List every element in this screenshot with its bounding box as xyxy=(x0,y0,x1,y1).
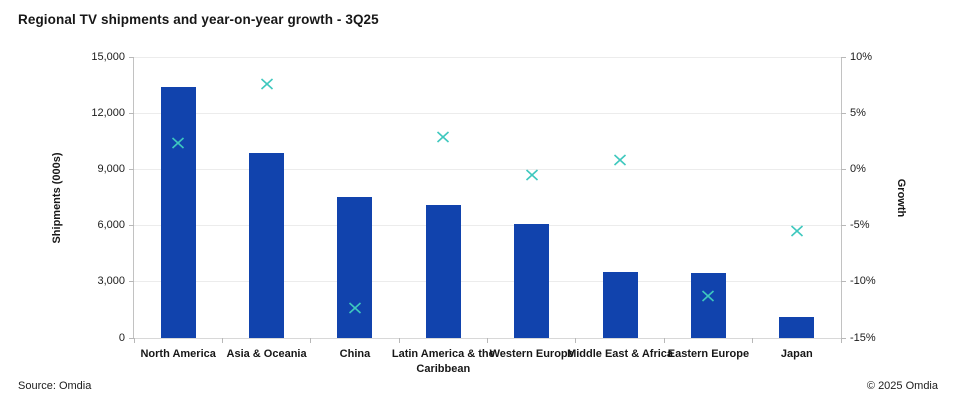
shipments-bar xyxy=(779,317,815,338)
x-marker-icon xyxy=(348,301,361,314)
gridline xyxy=(134,168,841,170)
x-axis-tick xyxy=(487,338,488,343)
y2-axis-tick xyxy=(841,168,846,170)
x-axis-tick xyxy=(752,338,754,343)
y2-axis-tick-label: -10% xyxy=(850,275,876,288)
y-axis-tick xyxy=(129,337,134,339)
x-axis-tick xyxy=(310,338,312,343)
growth-marker xyxy=(613,153,627,166)
y-axis-tick xyxy=(129,112,134,114)
x-axis-tick xyxy=(575,338,577,343)
growth-marker xyxy=(260,77,274,90)
y-axis-tick xyxy=(129,281,134,283)
x-marker-icon xyxy=(702,290,715,302)
y-axis-title-right: Growth xyxy=(895,178,907,218)
y2-axis-tick-label: 10% xyxy=(850,50,873,63)
growth-marker xyxy=(436,130,450,143)
growth-marker xyxy=(348,301,362,314)
x-axis-category-label: Asia & Oceania xyxy=(226,348,307,360)
x-axis-tick xyxy=(398,338,400,343)
y2-axis-tick xyxy=(841,281,846,283)
x-axis-tick xyxy=(663,338,665,343)
growth-marker xyxy=(171,136,185,150)
x-marker-icon xyxy=(260,78,273,90)
y2-axis-tick xyxy=(841,337,846,339)
growth-marker xyxy=(701,289,715,302)
shipments-bar xyxy=(337,196,373,338)
x-axis-tick xyxy=(840,338,842,343)
y-axis-tick xyxy=(129,56,134,58)
y-axis-tick-label: 9,000 xyxy=(97,162,125,175)
shipments-bar xyxy=(514,223,550,338)
y-axis-tick xyxy=(129,168,134,170)
chart-title: Regional TV shipments and year-on-year g… xyxy=(18,12,379,27)
y2-axis-tick-label: -5% xyxy=(850,219,870,232)
gridline xyxy=(134,281,841,283)
x-marker-icon xyxy=(525,169,538,181)
shipments-bar xyxy=(602,272,638,338)
x-axis-category-label: Middle East & Africa xyxy=(567,348,674,360)
gridline xyxy=(134,225,841,227)
y2-axis-tick xyxy=(841,112,846,114)
copyright-note: © 2025 Omdia xyxy=(866,380,938,392)
x-axis-category-label: Western Europe xyxy=(489,348,574,360)
x-marker-icon xyxy=(790,225,803,237)
x-marker-icon xyxy=(172,137,185,150)
y2-axis-tick-label: 5% xyxy=(850,106,866,119)
growth-marker xyxy=(525,168,539,181)
shipments-bar xyxy=(425,205,461,338)
gridline xyxy=(134,56,841,58)
y-axis-tick-label: 0 xyxy=(118,331,125,344)
x-axis-category-label: Japan xyxy=(780,348,813,360)
y-axis-tick-label: 12,000 xyxy=(91,106,125,119)
x-axis-category-label: China xyxy=(339,348,371,360)
y2-axis-tick xyxy=(841,225,846,227)
x-axis-category-label: Eastern Europe xyxy=(667,348,750,360)
x-marker-icon xyxy=(614,154,627,166)
x-axis-tick xyxy=(221,338,223,343)
x-axis-tick xyxy=(133,338,135,343)
x-axis-category-label: North America xyxy=(140,348,216,360)
shipments-bar xyxy=(249,152,285,338)
y2-axis-tick-label: -15% xyxy=(850,331,876,344)
y-axis-tick xyxy=(129,225,134,227)
shipments-bar xyxy=(690,273,726,338)
y-axis-tick-label: 3,000 xyxy=(97,275,125,288)
source-note: Source: Omdia xyxy=(18,380,92,392)
x-marker-icon xyxy=(437,131,450,143)
x-axis-category-label: Latin America & the Caribbean xyxy=(391,348,495,375)
y2-axis-tick-label: 0% xyxy=(850,162,866,175)
shipments-bar xyxy=(160,86,196,338)
y-axis-tick-label: 15,000 xyxy=(91,50,125,63)
y-axis-tick-label: 6,000 xyxy=(97,219,125,232)
plot-area: 0 3,000 6,000 9,000 12,000 15,000 -15% -10% -5% 0… xyxy=(91,51,875,375)
y2-axis-tick xyxy=(841,56,846,58)
gridline xyxy=(134,112,841,114)
growth-marker xyxy=(790,224,804,237)
